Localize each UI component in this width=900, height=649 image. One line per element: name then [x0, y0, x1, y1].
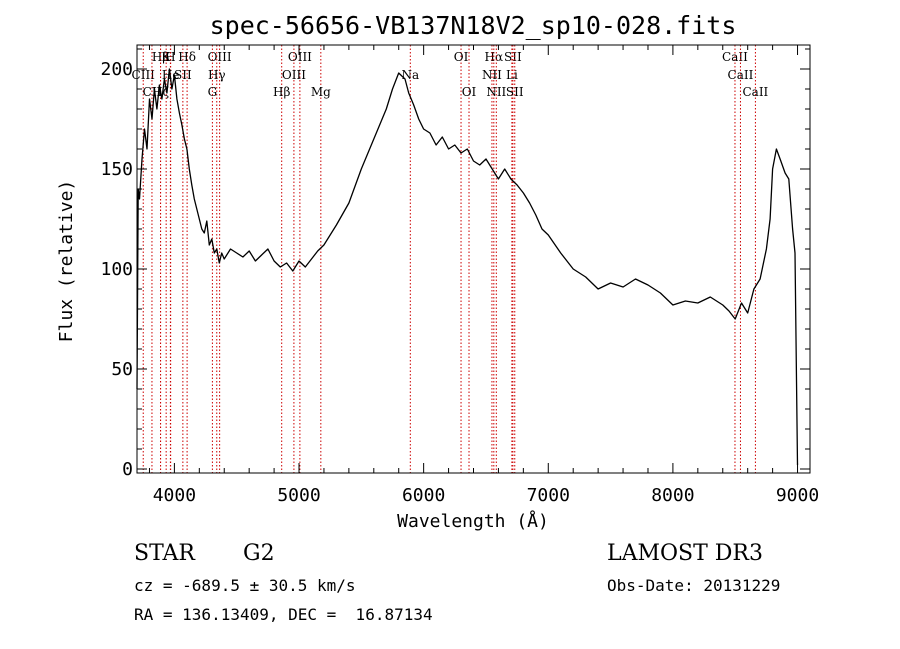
line-label: CaII: [728, 68, 754, 82]
line-label: CaII: [742, 85, 768, 99]
line-label: OIII: [282, 68, 306, 82]
y-tick-label: 50: [111, 359, 133, 380]
line-label: OIII: [208, 50, 232, 64]
line-label: OIII: [288, 50, 312, 64]
survey-name: LAMOST DR3: [607, 541, 763, 566]
y-axis-label: Flux (relative): [56, 180, 77, 343]
line-label: Hγ: [208, 68, 226, 82]
x-tick-label: 7000: [527, 485, 570, 506]
y-tick-label: 100: [100, 259, 133, 280]
line-label: OI: [462, 85, 477, 99]
line-label: Na: [401, 68, 419, 82]
x-tick-label: 5000: [277, 485, 320, 506]
plot-frame: [136, 44, 811, 474]
line-label: NII: [486, 85, 506, 99]
line-label: SII: [174, 68, 192, 82]
line-label: K: [162, 50, 172, 64]
x-tick-label: 4000: [153, 485, 196, 506]
x-tick-label: 9000: [776, 485, 819, 506]
x-axis-label: Wavelength (Å): [397, 510, 549, 532]
coordinates: RA = 136.13409, DEC = 16.87134: [134, 605, 433, 624]
line-label: NII: [482, 68, 502, 82]
line-label: Hδ: [178, 50, 196, 64]
redshift-velocity: cz = -689.5 ± 30.5 km/s: [134, 576, 356, 595]
line-label: CII: [143, 85, 162, 99]
line-label: OI: [454, 50, 469, 64]
subclass: G2: [243, 541, 275, 566]
y-tick-label: 0: [122, 459, 133, 480]
object-class: STAR: [134, 541, 195, 566]
line-label: Hβ: [273, 85, 290, 99]
line-markers: HHδOIIIOIIIOIHαSIICaIIHβKCIIIHeSIIHγOIII…: [132, 45, 769, 473]
observation-date: Obs-Date: 20131229: [607, 576, 781, 595]
y-tick-label: 200: [100, 59, 133, 80]
line-label: Hα: [485, 50, 504, 64]
series-group: [136, 68, 799, 466]
line-label: SII: [506, 85, 524, 99]
line-label: Li: [506, 68, 518, 82]
line-label: SII: [504, 50, 522, 64]
x-tick-label: 6000: [402, 485, 445, 506]
line-label: G: [208, 85, 218, 99]
axis-ticks: 4000 5000 6000 7000 8000 9000 0 50 100 150 200: [100, 45, 819, 506]
line-label: CaII: [722, 50, 748, 64]
line-label: Mg: [311, 85, 331, 99]
y-tick-label: 150: [100, 159, 133, 180]
chart-title: spec-56656-VB137N18V2_sp10-028.fits: [210, 11, 737, 40]
x-tick-label: 8000: [651, 485, 694, 506]
flux-series-line: [136, 68, 799, 466]
